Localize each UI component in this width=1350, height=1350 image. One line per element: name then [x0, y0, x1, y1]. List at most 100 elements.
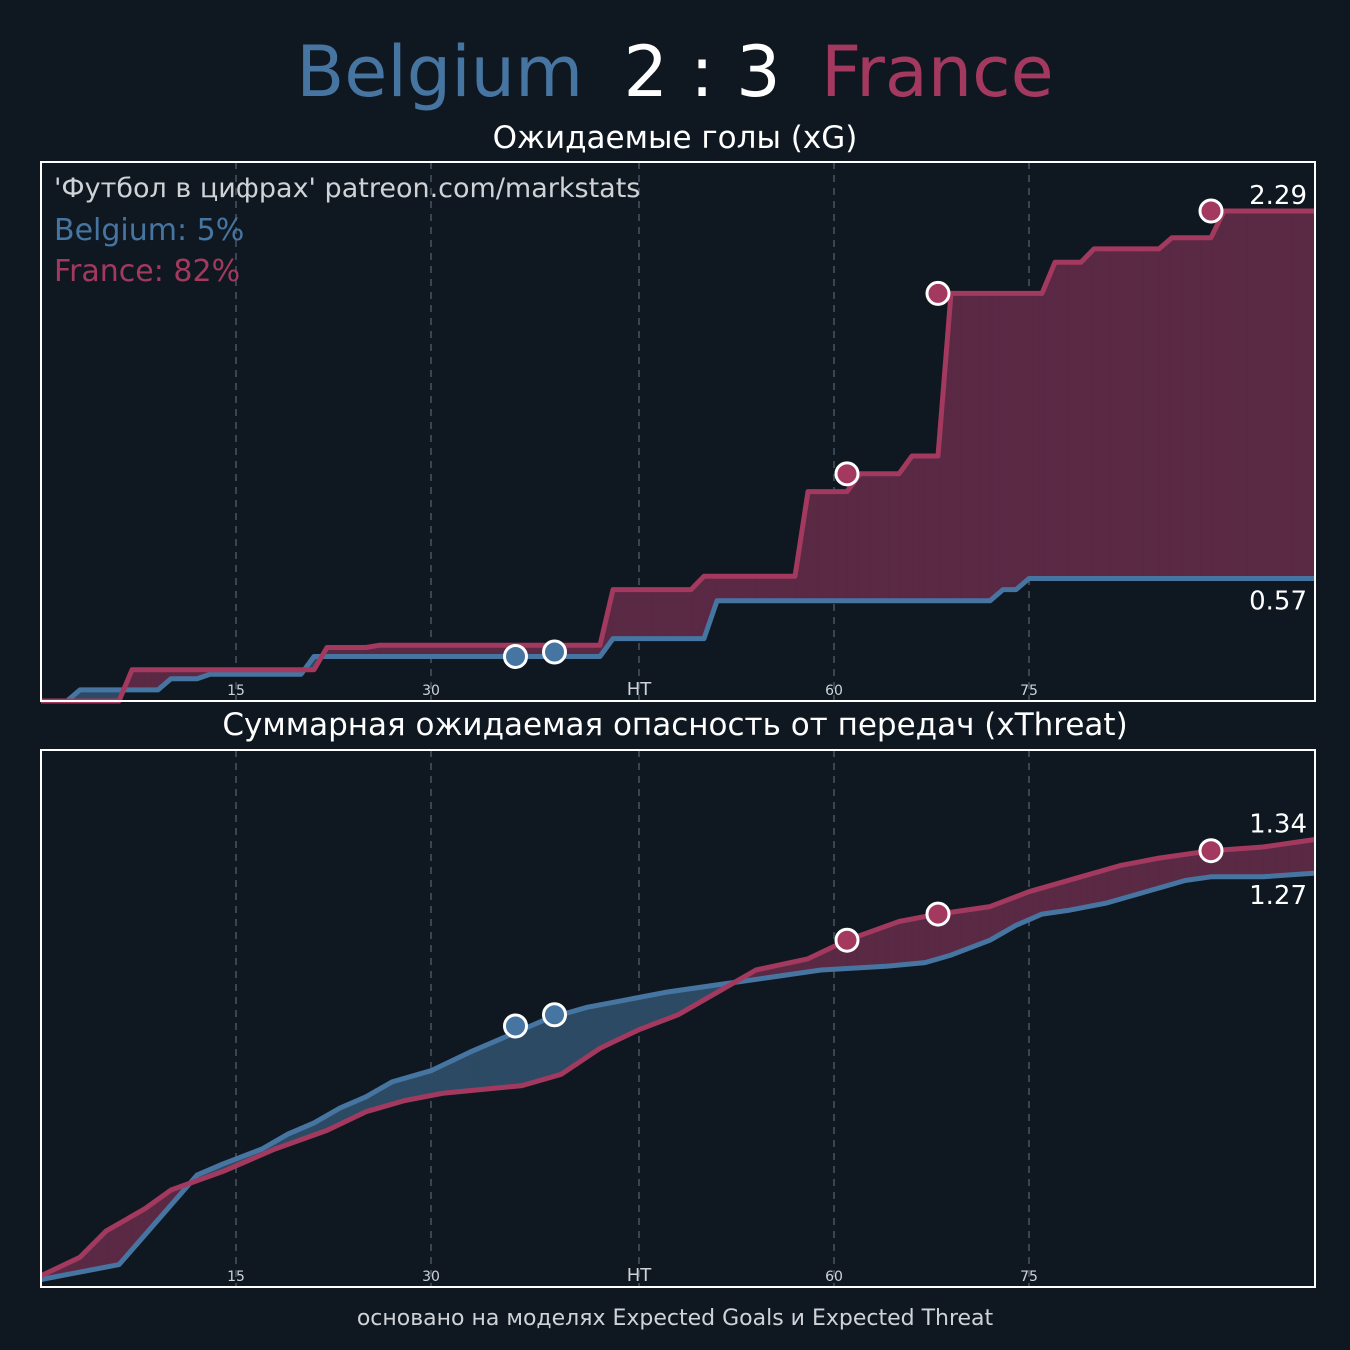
xthreat-difference-area [586, 1006, 591, 1058]
xthreat-difference-area [1171, 855, 1179, 885]
xthreat-difference-area [625, 998, 630, 1037]
xg-chart-title: Ожидаемые голы (xG) [492, 120, 858, 156]
xg-difference-area [950, 293, 962, 602]
xg-difference-area [1080, 258, 1085, 579]
xg-difference-area [1168, 237, 1173, 579]
xg-difference-area [849, 481, 854, 602]
xg-france-final-value: 2.29 [1249, 181, 1307, 211]
xg-difference-area [846, 486, 851, 602]
xthreat-difference-area [472, 1048, 477, 1091]
xthreat-difference-area [1106, 868, 1111, 904]
xthreat-belgium-line [40, 870, 1316, 1282]
xthreat-difference-area [1035, 888, 1040, 918]
xg-difference-area [671, 589, 692, 639]
xthreat-france-final-value: 1.34 [1249, 810, 1307, 840]
xthreat-difference-area [112, 1224, 117, 1267]
xthreat-difference-area [606, 1001, 614, 1046]
xthreat-difference-area [1025, 891, 1030, 922]
xthreat-difference-area [433, 1067, 438, 1096]
xg-difference-area [1161, 242, 1166, 579]
xg-difference-area [817, 491, 828, 602]
xg-belgium-goal-marker [542, 639, 567, 665]
xthreat-difference-area [1077, 876, 1082, 909]
xthreat-difference-area [1048, 883, 1056, 914]
xthreat-difference-area [508, 1032, 516, 1088]
xthreat-difference-area [593, 1005, 598, 1054]
xg-difference-area [1067, 261, 1075, 579]
xg-difference-area [1061, 261, 1069, 579]
xg-difference-area [700, 575, 705, 639]
xg-difference-area [879, 473, 890, 602]
xthreat-difference-area [885, 924, 890, 967]
xthreat-france-goal-marker [834, 927, 860, 953]
xg-difference-area [989, 293, 994, 602]
xthreat-difference-area [492, 1040, 497, 1089]
xthreat-difference-area [924, 915, 929, 963]
xthreat-difference-area [437, 1065, 442, 1095]
xg-difference-area [836, 491, 848, 602]
xthreat-difference-area [1116, 865, 1121, 901]
xthreat-difference-area [1129, 861, 1140, 897]
xg-difference-area [1181, 237, 1192, 579]
xthreat-difference-area [394, 1079, 399, 1104]
xg-difference-area [151, 669, 159, 691]
xg-france-goal-marker [834, 461, 860, 487]
xg-difference-area [905, 459, 910, 602]
xg-difference-area [908, 455, 913, 602]
xg-difference-area [979, 293, 991, 602]
xthreat-difference-area [1301, 839, 1316, 875]
xg-plot-frame [40, 161, 1316, 702]
xthreat-difference-area [970, 907, 981, 949]
xthreat-difference-area [645, 994, 653, 1028]
xthreat-difference-area [463, 1051, 471, 1092]
xthreat-difference-area [485, 1043, 490, 1090]
xg-difference-area [1051, 262, 1056, 579]
xg-difference-area [612, 589, 633, 639]
xthreat-france-line [39, 837, 1316, 1279]
xthreat-belgium-final-value: 1.27 [1249, 881, 1307, 911]
xthreat-difference-area [1038, 887, 1043, 916]
xthreat-x-tick-label: 15 [227, 1269, 245, 1285]
xthreat-difference-area [1087, 872, 1095, 907]
xg-difference-area [1054, 261, 1062, 579]
xg-difference-area [911, 455, 919, 602]
xthreat-x-tick-label: 60 [825, 1269, 843, 1285]
xg-x-tick-label: 75 [1020, 683, 1038, 699]
xthreat-difference-area [898, 919, 906, 966]
xthreat-difference-area [638, 995, 646, 1031]
xg-difference-area [970, 293, 981, 602]
xthreat-difference-area [674, 990, 679, 1017]
xg-difference-area [1109, 248, 1127, 579]
xg-difference-area [924, 455, 932, 602]
xthreat-belgium-goal-marker [503, 1013, 528, 1039]
xthreat-difference-area [1113, 866, 1118, 902]
xthreat-difference-area [479, 1046, 484, 1090]
xthreat-difference-area [866, 929, 877, 968]
xthreat-difference-area [1158, 856, 1166, 889]
xthreat-difference-area [1119, 863, 1131, 900]
xg-difference-area [1009, 293, 1014, 590]
xg-difference-area [1048, 269, 1053, 579]
xthreat-difference-area [456, 1054, 464, 1093]
xthreat-plot-frame [40, 749, 1316, 1288]
xthreat-difference-area [895, 921, 900, 966]
xthreat-belgium-goal-marker [542, 1002, 567, 1028]
xg-difference-area [901, 463, 906, 602]
xthreat-difference-area [1100, 868, 1108, 905]
xg-difference-area [1217, 217, 1222, 579]
xthreat-difference-area [635, 997, 640, 1032]
xg-difference-area [1002, 293, 1007, 590]
xg-difference-area [1269, 210, 1293, 579]
xg-difference-area [992, 293, 997, 599]
xthreat-difference-area [960, 909, 971, 952]
win-probability-home: Belgium: 5% [54, 213, 244, 248]
xthreat-difference-area [1080, 874, 1088, 909]
xg-difference-area [1220, 210, 1225, 579]
xg-difference-area [853, 477, 858, 602]
xg-belgium-final-value: 0.57 [1249, 587, 1307, 617]
xg-france-goal-marker [925, 280, 951, 306]
xg-difference-area [1018, 293, 1023, 588]
xthreat-difference-area [596, 1004, 601, 1052]
xthreat-france-goal-marker [925, 901, 951, 927]
xg-difference-area [807, 491, 819, 602]
